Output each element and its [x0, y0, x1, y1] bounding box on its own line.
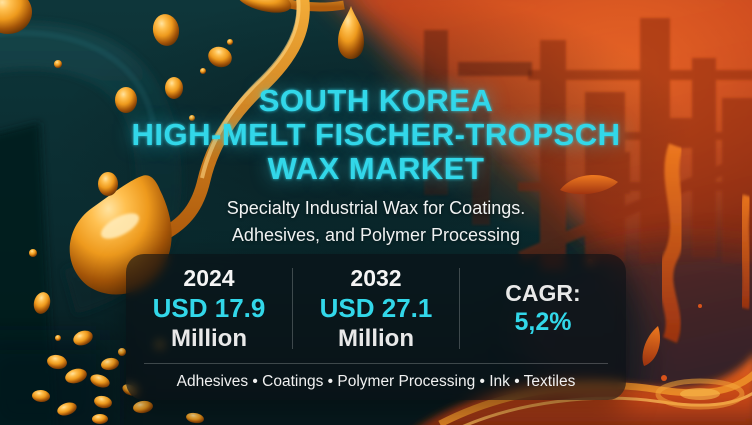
stat-cagr: CAGR: 5,2%	[460, 254, 626, 363]
subtitle: Specialty Industrial Wax for Coatings. A…	[0, 195, 752, 249]
title-line-1: SOUTH KOREA	[258, 83, 494, 118]
subtitle-line-2: Adhesives, and Polymer Processing	[231, 225, 521, 245]
stats-row: 2024 USD 17.9 Million 2032 USD 27.1 Mill…	[126, 254, 626, 363]
title-line-3: WAX MARKET	[267, 151, 485, 186]
wax-droplets	[0, 0, 364, 424]
stat-year: 2024	[183, 264, 235, 291]
stat-value: USD 17.9	[152, 292, 266, 323]
stat-2032: 2032 USD 27.1 Million	[293, 254, 459, 363]
stat-2024: 2024 USD 17.9 Million	[126, 254, 292, 363]
title-line-2: HIGH-MELT FISCHER-TROPSCH	[131, 117, 621, 152]
stat-unit: Million	[338, 324, 414, 352]
vertical-divider	[459, 268, 460, 349]
cagr-value: 5,2%	[514, 308, 572, 336]
horizontal-divider	[144, 363, 608, 364]
stat-value: USD 27.1	[319, 292, 433, 323]
industries-line: Adhesives • Coatings • Polymer Processin…	[176, 373, 576, 390]
vertical-divider	[292, 268, 293, 349]
stat-unit: Million	[171, 324, 247, 352]
cagr-label: CAGR:	[505, 280, 581, 306]
stats-card: 2024 USD 17.9 Million 2032 USD 27.1 Mill…	[126, 254, 626, 400]
subtitle-line-1: Specialty Industrial Wax for Coatings.	[226, 198, 526, 218]
stat-year: 2032	[350, 264, 402, 291]
page-title: SOUTH KOREA HIGH-MELT FISCHER-TROPSCH WA…	[0, 84, 752, 186]
